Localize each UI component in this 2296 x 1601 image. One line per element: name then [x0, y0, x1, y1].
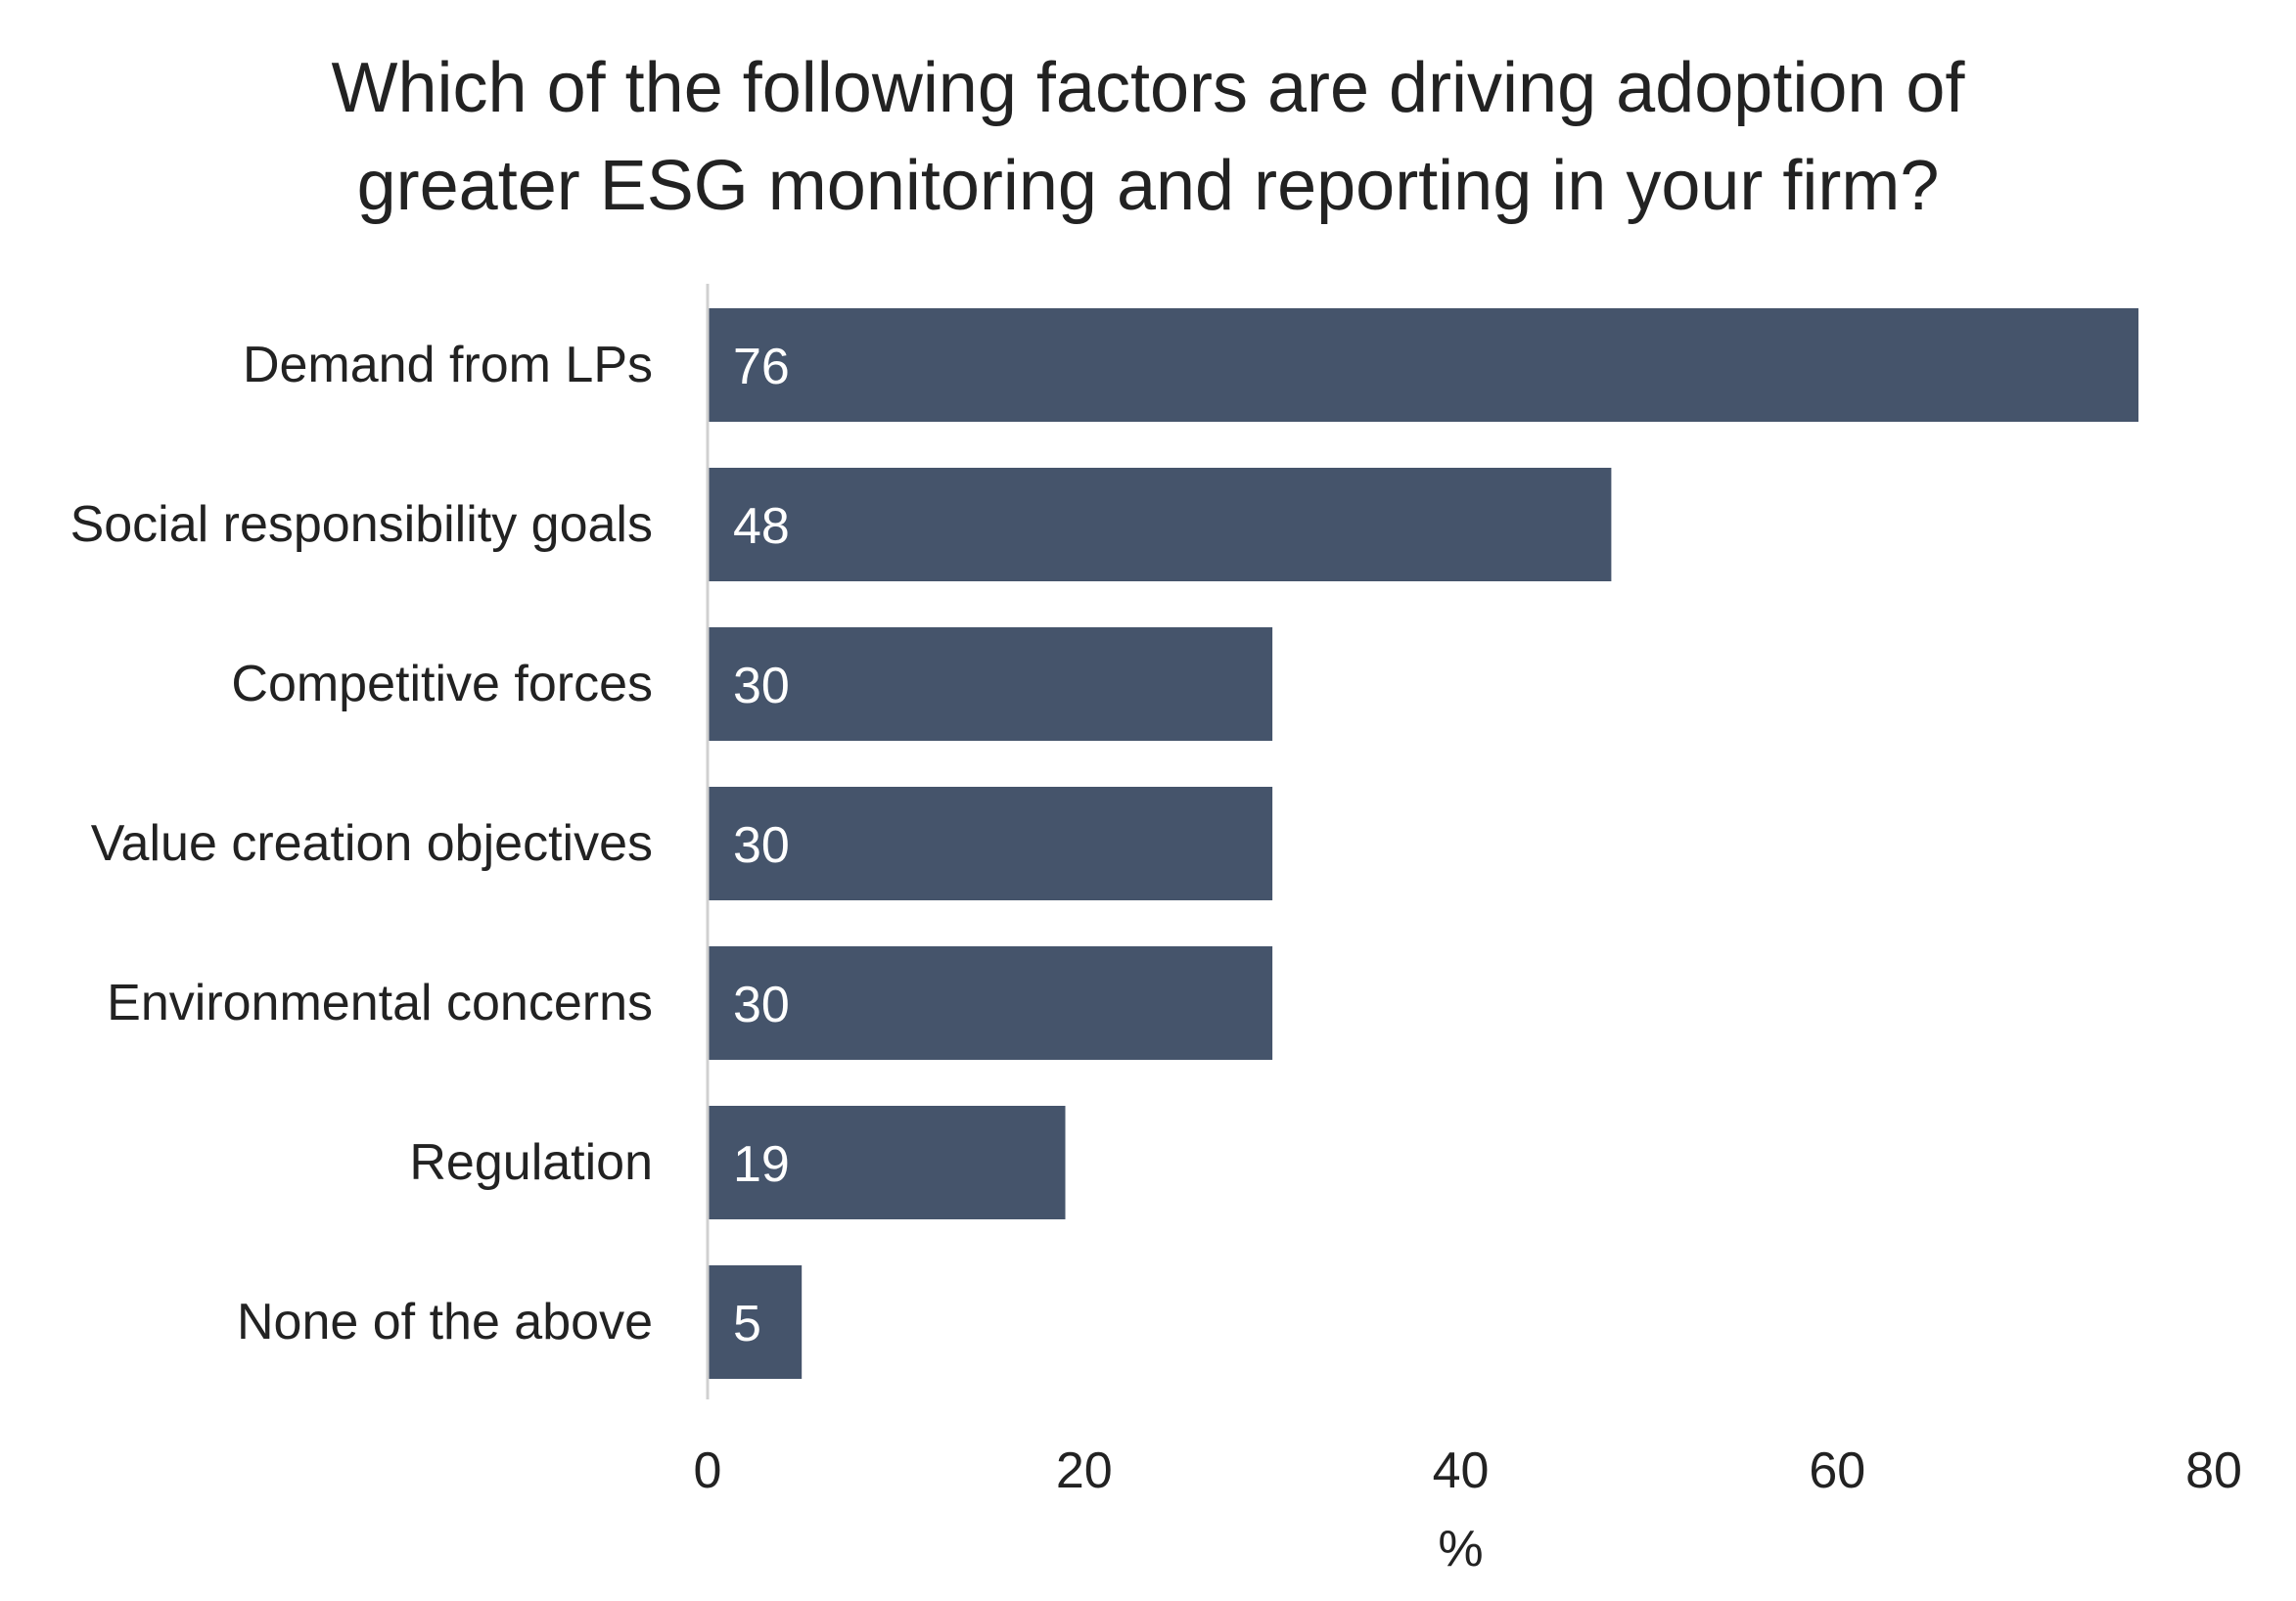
x-tick-label: 80 — [2185, 1442, 2242, 1499]
bar — [708, 468, 1612, 581]
chart-title: Which of the following factors are drivi… — [0, 39, 2296, 235]
bar — [708, 308, 2139, 422]
x-tick-label: 20 — [1056, 1442, 1113, 1499]
x-axis-title: % — [1438, 1521, 1483, 1578]
bar — [708, 946, 1273, 1060]
x-tick-label: 0 — [694, 1442, 722, 1499]
category-label: Competitive forces — [231, 656, 653, 712]
bar — [708, 787, 1273, 900]
data-label: 30 — [733, 977, 790, 1033]
x-tick-label: 40 — [1433, 1442, 1490, 1499]
data-label: 19 — [733, 1136, 790, 1193]
bar — [708, 1106, 1066, 1219]
data-label: 76 — [733, 339, 790, 395]
data-label: 30 — [733, 817, 790, 874]
data-label: 48 — [733, 498, 790, 555]
category-label: Demand from LPs — [243, 337, 653, 393]
chart-title-line-2: greater ESG monitoring and reporting in … — [356, 147, 1940, 225]
bar — [708, 627, 1273, 741]
category-label: Social responsibility goals — [70, 496, 653, 553]
category-label: Value creation objectives — [91, 815, 653, 872]
category-label: None of the above — [237, 1294, 653, 1350]
data-label: 5 — [733, 1296, 761, 1352]
bars-layer — [708, 308, 2139, 1379]
category-label: Environmental concerns — [107, 975, 653, 1031]
x-tick-label: 60 — [1809, 1442, 1865, 1499]
x-tick-labels: 0 20 40 60 80 — [694, 1442, 2242, 1499]
category-labels: Demand from LPs Social responsibility goa… — [70, 337, 653, 1350]
chart-title-line-1: Which of the following factors are drivi… — [331, 49, 1965, 127]
bar — [708, 1265, 803, 1379]
value-labels: 76 48 30 30 30 19 5 — [733, 339, 790, 1352]
data-label: 30 — [733, 658, 790, 714]
category-label: Regulation — [409, 1134, 653, 1191]
